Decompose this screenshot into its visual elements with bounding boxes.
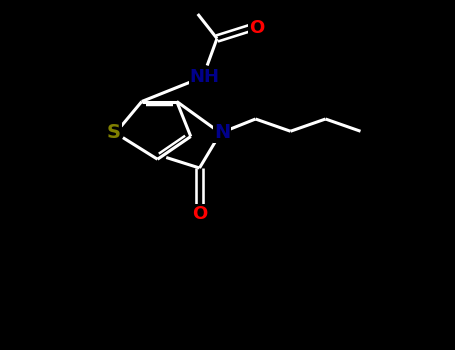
Text: N: N bbox=[214, 124, 230, 142]
Text: O: O bbox=[192, 205, 207, 223]
Text: O: O bbox=[249, 19, 264, 37]
Text: NH: NH bbox=[190, 68, 220, 86]
Text: S: S bbox=[107, 124, 121, 142]
